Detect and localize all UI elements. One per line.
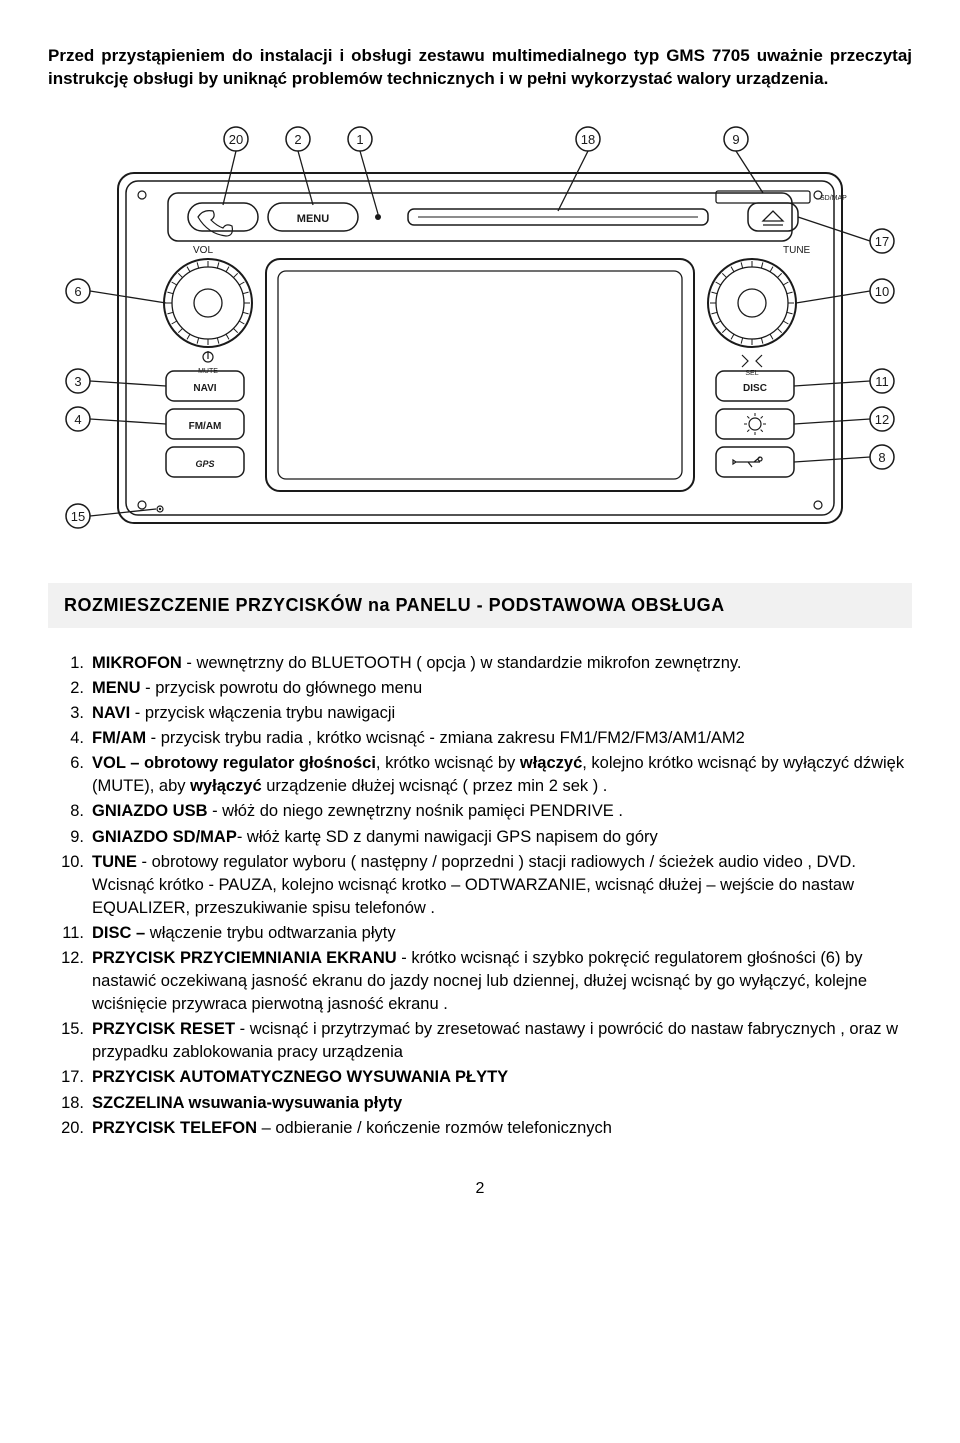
svg-text:DISC: DISC <box>743 383 767 394</box>
svg-text:GPS: GPS <box>195 459 214 469</box>
list-item: 17.PRZYCISK AUTOMATYCZNEGO WYSUWANIA PŁY… <box>48 1066 912 1089</box>
list-item: 3.NAVI - przycisk włączenia trybu nawiga… <box>48 702 912 725</box>
svg-text:VOL: VOL <box>193 245 213 256</box>
list-item: 1.MIKROFON - wewnętrzny do BLUETOOTH ( o… <box>48 652 912 675</box>
intro-paragraph: Przed przystąpieniem do instalacji i obs… <box>48 45 912 91</box>
svg-text:17: 17 <box>875 234 889 249</box>
svg-text:15: 15 <box>71 509 85 524</box>
svg-text:12: 12 <box>875 412 889 427</box>
svg-text:1: 1 <box>356 132 363 147</box>
svg-text:3: 3 <box>74 374 81 389</box>
svg-text:4: 4 <box>74 412 81 427</box>
list-item: 6.VOL – obrotowy regulator głośności, kr… <box>48 752 912 798</box>
svg-text:20: 20 <box>229 132 243 147</box>
svg-text:FM/AM: FM/AM <box>189 421 222 432</box>
list-item: 9.GNIAZDO SD/MAP- włóż kartę SD z danymi… <box>48 826 912 849</box>
list-item: 20.PRZYCISK TELEFON – odbieranie / kończ… <box>48 1117 912 1140</box>
svg-text:TUNE: TUNE <box>783 245 811 256</box>
list-item: 8.GNIAZDO USB - włóż do niego zewnętrzny… <box>48 800 912 823</box>
svg-text:18: 18 <box>581 132 595 147</box>
svg-text:6: 6 <box>74 284 81 299</box>
list-item: 11.DISC – włączenie trybu odtwarzania pł… <box>48 922 912 945</box>
list-item: 18.SZCZELINA wsuwania-wysuwania płyty <box>48 1092 912 1115</box>
list-item: 12.PRZYCISK PRZYCIEMNIANIA EKRANU - krót… <box>48 947 912 1016</box>
list-item: 15.PRZYCISK RESET - wcisnąć i przytrzyma… <box>48 1018 912 1064</box>
svg-text:NAVI: NAVI <box>193 383 216 394</box>
list-item: 2.MENU - przycisk powrotu do głównego me… <box>48 677 912 700</box>
svg-text:8: 8 <box>878 450 885 465</box>
page-number: 2 <box>48 1180 912 1198</box>
list-item: 10.TUNE - obrotowy regulator wyboru ( na… <box>48 851 912 920</box>
list-item: 4.FM/AM - przycisk trybu radia , krótko … <box>48 727 912 750</box>
panel-diagram: MENUVOLSD/MAPMUTETUNESELNAVIFM/AMGPSDISC… <box>48 113 912 553</box>
svg-text:10: 10 <box>875 284 889 299</box>
svg-text:SD/MAP: SD/MAP <box>820 195 847 202</box>
svg-text:11: 11 <box>875 374 889 389</box>
svg-text:2: 2 <box>294 132 301 147</box>
definitions-list: 1.MIKROFON - wewnętrzny do BLUETOOTH ( o… <box>48 652 912 1140</box>
section-title: ROZMIESZCZENIE PRZYCISKÓW na PANELU - PO… <box>48 583 912 628</box>
svg-text:MENU: MENU <box>297 213 329 225</box>
svg-text:9: 9 <box>732 132 739 147</box>
